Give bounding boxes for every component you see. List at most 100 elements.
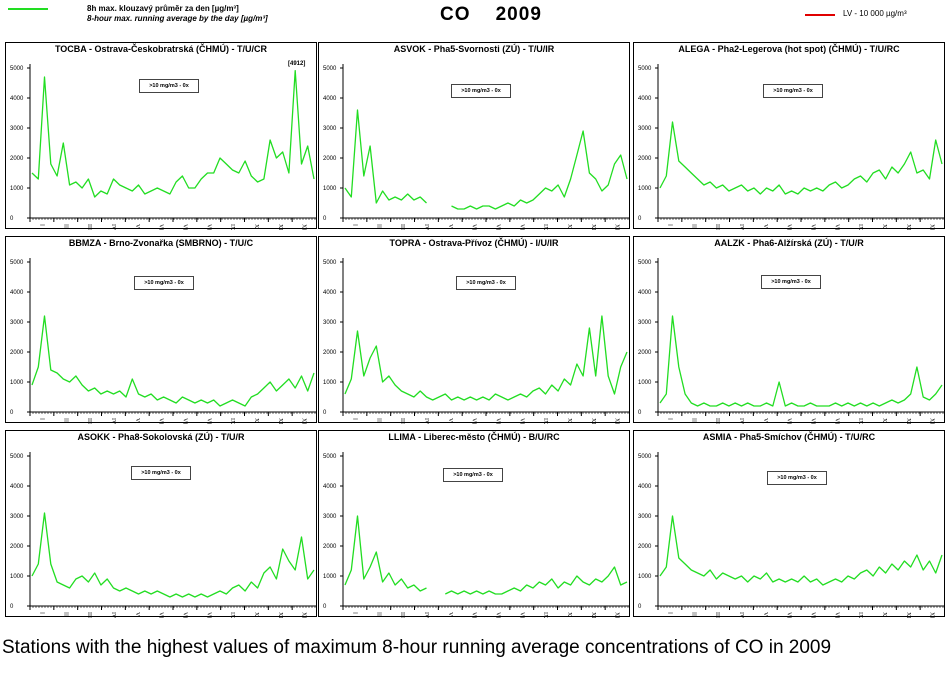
y-tick-label: 3000 <box>10 320 24 326</box>
x-month-label: XI <box>905 612 911 618</box>
x-month-label: V <box>134 224 140 229</box>
x-month-label: IX <box>857 224 863 230</box>
x-month-label: V <box>134 612 140 617</box>
chart-title: LLIMA - Liberec-město (ČHMÚ) - B/U/RC <box>388 432 560 442</box>
y-tick-label: 1000 <box>638 380 652 386</box>
x-month-label: XI <box>905 224 911 230</box>
x-month-label: X <box>566 612 572 617</box>
x-month-label: X <box>253 418 259 423</box>
chart-panel: TOCBA - Ostrava-Českobratrská (ČHMÚ) - T… <box>5 42 317 230</box>
y-tick-label: 1000 <box>10 186 24 192</box>
y-tick-label: 1000 <box>323 380 337 386</box>
x-month-label: X <box>253 612 259 617</box>
x-month-label: X <box>253 224 259 229</box>
x-month-label: VIII <box>518 612 524 618</box>
x-month-label: VIII <box>833 224 839 230</box>
x-month-label: II <box>690 418 696 422</box>
x-month-label: XI <box>277 612 283 618</box>
x-month-label: IV <box>738 224 744 230</box>
x-month-label: I <box>352 418 358 420</box>
y-tick-label: 3000 <box>638 320 652 326</box>
x-month-label: X <box>566 224 572 229</box>
exceedance-box: >10 mg/m3 - 0x <box>767 471 827 485</box>
y-tick-label: 3000 <box>638 126 652 132</box>
x-month-label: VIII <box>205 612 211 618</box>
series-line <box>31 315 315 407</box>
x-month-label: VIII <box>833 418 839 424</box>
y-tick-label: 0 <box>638 216 642 222</box>
x-month-label: X <box>881 224 887 229</box>
x-month-label: VI <box>471 224 477 230</box>
x-month-label: II <box>375 418 381 422</box>
x-month-label: II <box>62 418 68 422</box>
y-tick-label: 2000 <box>323 156 337 162</box>
chart-panel: AALZK - Pha6-Alžírská (ZÚ) - T/U/R 0 1000 2… <box>633 236 945 424</box>
legend-green-line <box>8 8 48 10</box>
chart-title: TOCBA - Ostrava-Českobratrská (ČHMÚ) - T… <box>54 44 268 54</box>
y-tick-label: 5000 <box>323 260 337 266</box>
x-month-label: V <box>447 224 453 229</box>
y-tick-label: 1000 <box>638 574 652 580</box>
y-tick-label: 1000 <box>323 186 337 192</box>
x-month-label: III <box>399 224 405 230</box>
x-month-label: VII <box>495 418 501 424</box>
x-month-label: XII <box>929 418 935 424</box>
x-month-label: XII <box>614 418 620 424</box>
x-month-label: V <box>447 612 453 617</box>
x-month-label: VI <box>786 224 792 230</box>
chart-title: AALZK - Pha6-Alžírská (ZÚ) - T/U/R <box>714 238 864 248</box>
x-month-label: III <box>714 418 720 424</box>
x-month-label: IV <box>738 612 744 618</box>
series-line <box>659 315 943 407</box>
page-title: CO 2009 <box>440 4 542 25</box>
x-month-label: V <box>447 418 453 423</box>
x-month-label: II <box>690 224 696 228</box>
x-month-label: VII <box>182 224 188 230</box>
y-tick-label: 4000 <box>638 290 652 296</box>
x-month-label: XI <box>277 224 283 230</box>
y-tick-label: 4000 <box>323 96 337 102</box>
y-tick-label: 0 <box>10 216 14 222</box>
x-month-label: I <box>667 612 673 614</box>
x-month-label: X <box>566 418 572 423</box>
x-month-label: III <box>399 612 405 618</box>
x-month-label: XII <box>301 418 307 424</box>
x-month-label: XI <box>590 224 596 230</box>
x-month-label: II <box>62 612 68 616</box>
x-month-label: VII <box>495 224 501 230</box>
x-month-label: IX <box>542 612 548 618</box>
x-month-label: XII <box>301 612 307 618</box>
y-tick-label: 3000 <box>10 514 24 520</box>
series-line <box>31 69 315 198</box>
x-month-label: II <box>375 224 381 228</box>
legend-red-line <box>805 14 835 16</box>
x-month-label: III <box>86 612 92 618</box>
y-tick-label: 4000 <box>638 484 652 490</box>
x-month-label: II <box>62 224 68 228</box>
x-month-label: XII <box>614 224 620 230</box>
legend-green-label-en: 8-hour max. running average by the day [… <box>87 14 268 23</box>
x-month-label: XII <box>614 612 620 618</box>
y-tick-label: 1000 <box>638 186 652 192</box>
series-line <box>659 121 943 195</box>
exceedance-box: >10 mg/m3 - 0x <box>134 276 194 290</box>
x-month-label: IX <box>542 418 548 424</box>
exceedance-box: >10 mg/m3 - 0x <box>763 84 823 98</box>
chart-title: BBMZA - Brno-Zvonařka (SMBRNO) - T/U/C <box>68 238 254 248</box>
x-month-label: VIII <box>518 418 524 424</box>
series-line <box>659 515 943 586</box>
peak-annotation: [4912] <box>288 61 305 67</box>
x-month-label: XI <box>905 418 911 424</box>
y-tick-label: 4000 <box>323 484 337 490</box>
y-tick-label: 5000 <box>638 66 652 72</box>
x-month-label: IX <box>857 418 863 424</box>
y-tick-label: 3000 <box>323 514 337 520</box>
x-month-label: V <box>762 418 768 423</box>
series-line <box>31 512 315 598</box>
y-tick-label: 4000 <box>10 290 24 296</box>
y-tick-label: 0 <box>10 604 14 610</box>
